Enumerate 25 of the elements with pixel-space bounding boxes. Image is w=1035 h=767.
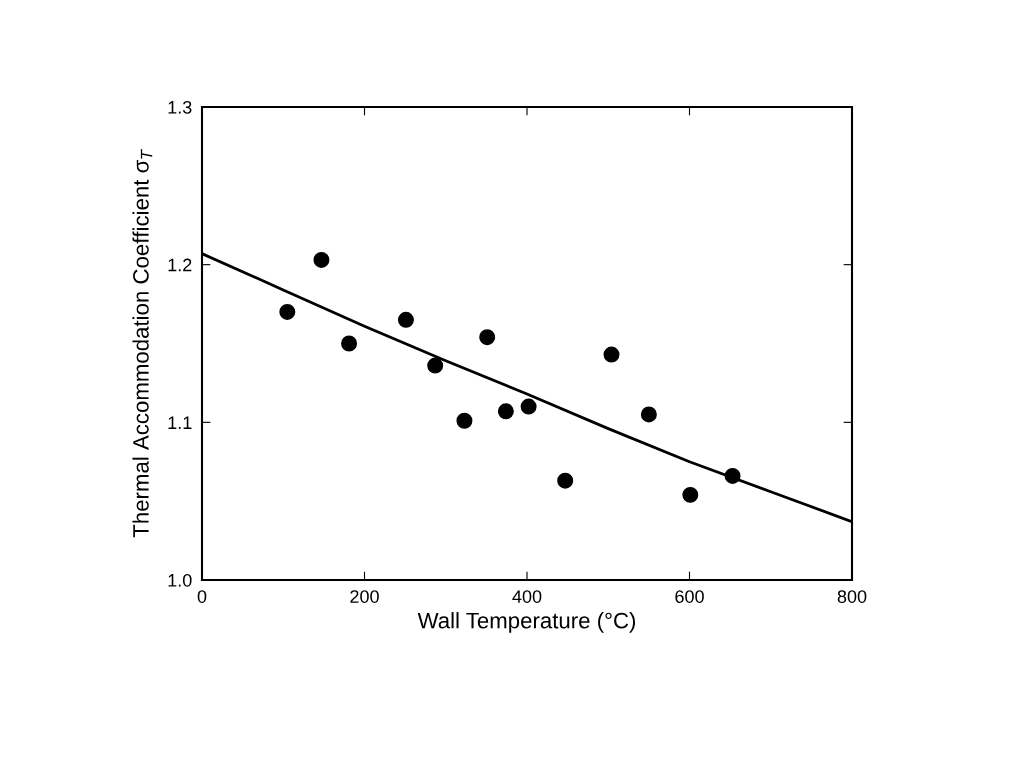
- x-tick-label: 200: [350, 590, 379, 603]
- y-axis-title: Thermal Accommodation Coefficient σ$_{T}$: [132, 148, 153, 538]
- x-tick-label: 0: [197, 590, 207, 603]
- point: [479, 329, 496, 346]
- point: [603, 346, 620, 363]
- point: [497, 403, 514, 420]
- point: [520, 398, 537, 415]
- y-tick-label: 1.2: [168, 258, 192, 272]
- point: [640, 406, 657, 423]
- y-tick-label: 1.1: [168, 416, 192, 429]
- x-tick-label: 600: [675, 590, 704, 603]
- point: [427, 357, 444, 374]
- point: [724, 467, 741, 484]
- y-tick-label: 1.0: [168, 573, 192, 587]
- point: [279, 303, 296, 320]
- point: [456, 412, 473, 429]
- x-axis-title: Wall Temperature (°C): [417, 612, 636, 633]
- x-tick-label: 800: [837, 590, 867, 603]
- point: [682, 486, 699, 503]
- point: [397, 311, 414, 328]
- point: [313, 251, 330, 268]
- y-tick-label: 1.3: [168, 100, 192, 114]
- point: [557, 472, 574, 489]
- x-tick-label: 400: [512, 590, 542, 603]
- point: [341, 335, 358, 352]
